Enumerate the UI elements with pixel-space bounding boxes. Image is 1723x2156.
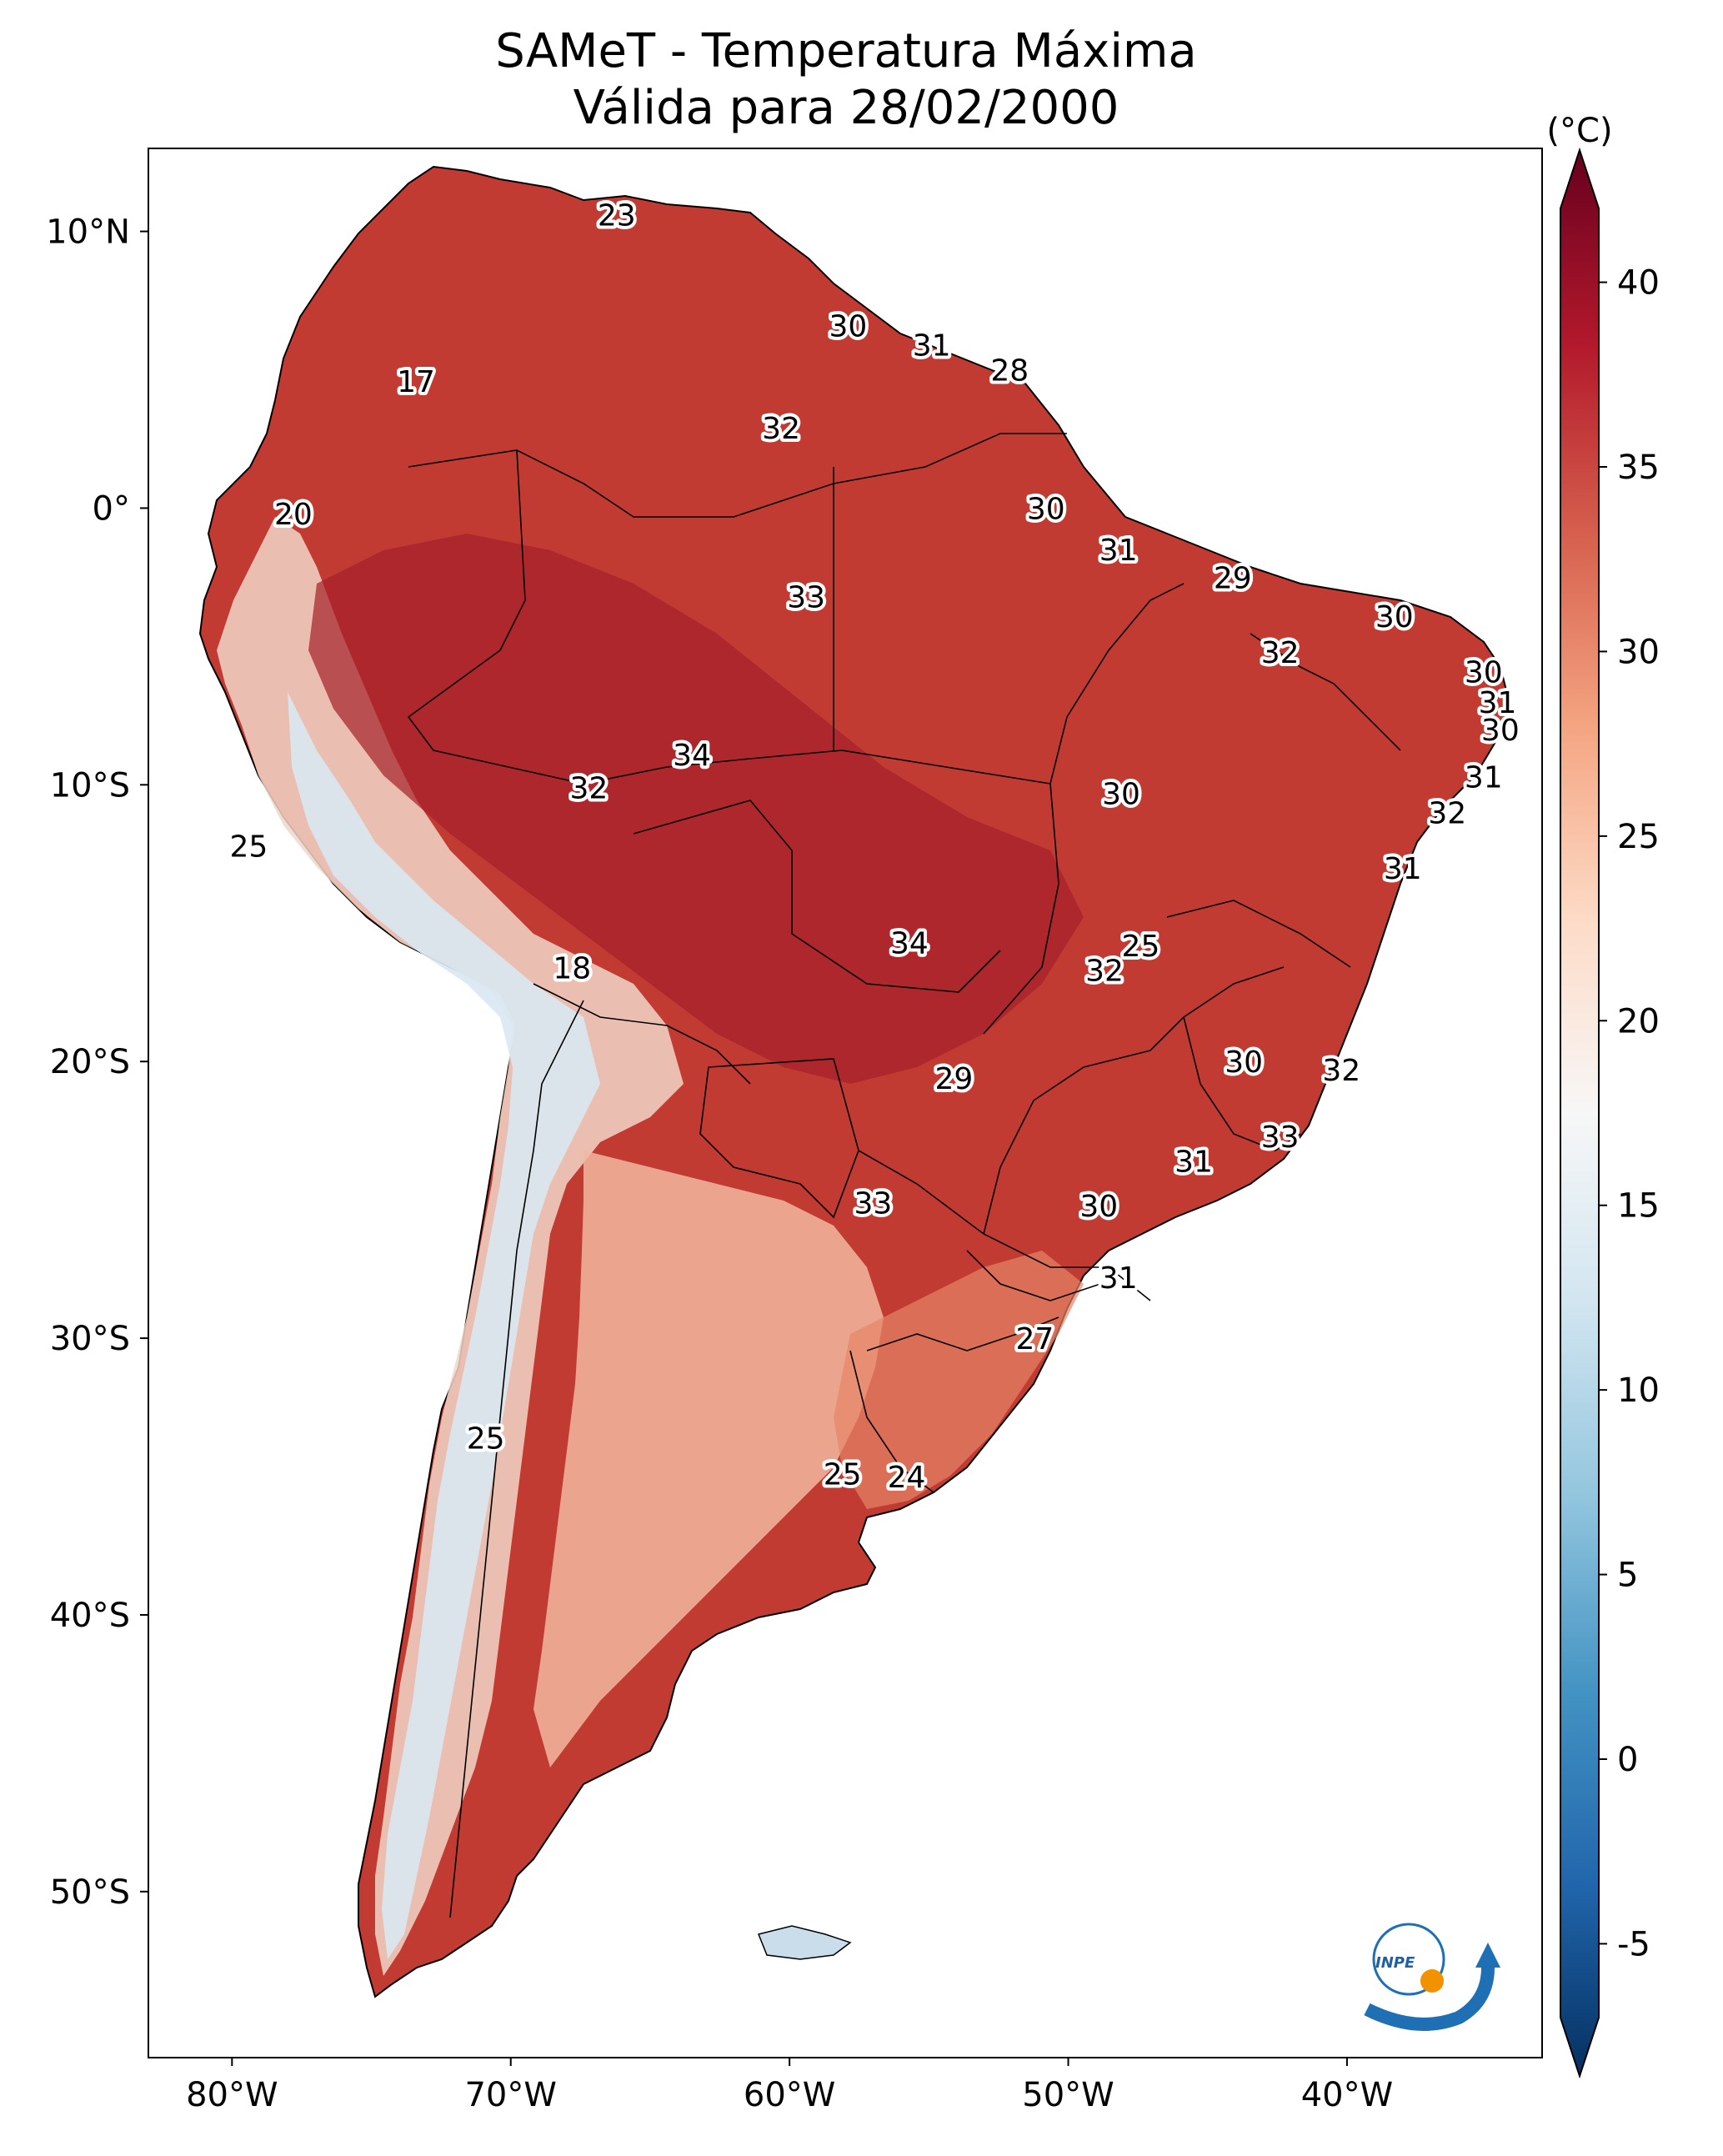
isotherm-label: 30: [1225, 1045, 1263, 1080]
colorbar-tick-label: 25: [1617, 818, 1660, 856]
lon-tick-label: 80°W: [186, 2076, 278, 2114]
isotherm-label: 34: [673, 739, 711, 773]
logo-arrow: [1475, 1943, 1500, 1968]
colorbar-body: [1560, 147, 1600, 2079]
logo-orange-dot: [1420, 1969, 1444, 1993]
isotherm-label: 34: [890, 927, 929, 961]
isotherm-label: 32: [1261, 636, 1300, 670]
isotherm-label: 31: [1099, 1261, 1138, 1296]
isotherm-label: 17: [397, 365, 435, 399]
isotherm-label: 30: [1079, 1190, 1118, 1224]
colorbar-tick-label: 30: [1617, 633, 1660, 671]
isotherm-label: 23: [598, 199, 636, 233]
isotherm-label: 24: [888, 1461, 926, 1495]
logo-ring: [1372, 1923, 1445, 1996]
isotherm-label: 31: [1099, 534, 1138, 568]
isotherm-label: 25: [467, 1422, 505, 1457]
isotherm-label: 31: [1175, 1146, 1213, 1180]
isotherm-label: 31: [913, 329, 951, 364]
colorbar-tick-label: 5: [1617, 1557, 1638, 1595]
isotherm-label: 33: [787, 581, 825, 615]
isotherm-label: 31: [1384, 852, 1422, 886]
isotherm-label: 32: [762, 412, 800, 446]
isotherm-label: 28: [990, 354, 1029, 389]
political-borders: [407, 433, 1401, 1918]
lon-tick-label: 50°W: [1022, 2076, 1114, 2114]
isotherm-label: 32: [1428, 797, 1466, 831]
andes-cold-region: [288, 692, 600, 1959]
lat-tick-label: 0°: [93, 489, 130, 528]
isotherm-label: 31: [1465, 760, 1503, 795]
logo-swoosh: [1364, 1967, 1495, 2031]
colorbar-tick-label: -5: [1617, 1925, 1650, 1963]
isotherm-label: 30: [1481, 714, 1520, 748]
isotherm-label: 25: [1122, 930, 1160, 964]
colorbar-ticks: -5 0 5 10 15 20 25 30 35 40: [1599, 264, 1660, 1963]
logo-text: INPE: [1375, 1954, 1415, 1972]
map-frame: [148, 148, 1543, 2058]
falkland-islands: [757, 1925, 852, 1960]
lat-tick-label: 40°S: [50, 1597, 130, 1635]
patagonia-warm-region: [533, 1151, 884, 1767]
isotherm-label: 33: [854, 1186, 893, 1221]
lat-tick-label: 30°S: [50, 1320, 130, 1358]
isotherm-label: 33: [1261, 1121, 1300, 1155]
colorbar-tick-label: 0: [1617, 1741, 1638, 1779]
lat-tick-label: 50°S: [50, 1873, 130, 1912]
isotherm-label: 30: [1375, 600, 1414, 634]
lon-tick-label: 70°W: [464, 2076, 556, 2114]
lon-tick-label: 60°W: [744, 2076, 835, 2114]
isotherm-label: 30: [1027, 492, 1065, 526]
isotherm-label: 32: [1322, 1054, 1360, 1088]
isotherm-label: 30: [1465, 655, 1503, 689]
andes-cool-region: [217, 517, 684, 1976]
isotherm-label: 25: [229, 830, 268, 864]
colorbar-unit: (°C): [1546, 112, 1612, 150]
colorbar: (°C) -5 0 5 10 15 20 25 30 35 40: [1546, 112, 1660, 2079]
colorbar-tick-label: 15: [1617, 1187, 1660, 1226]
title-line-2: Válida para 28/02/2000: [573, 81, 1119, 135]
isotherm-label: 32: [1085, 955, 1124, 989]
southern-brazil-warm-region: [834, 1251, 1084, 1509]
colorbar-tick-label: 40: [1617, 264, 1660, 303]
colorbar-tick-label: 10: [1617, 1371, 1660, 1410]
isotherm-label: 20: [274, 498, 313, 532]
isotherm-label: 18: [553, 951, 591, 985]
amazon-hot-region: [308, 534, 1084, 1084]
lat-tick-label: 20°S: [50, 1043, 130, 1081]
isotherm-label: 30: [1102, 777, 1140, 811]
lat-tick-label: 10°S: [50, 766, 130, 805]
isotherm-label: 32: [569, 772, 608, 806]
map-axis-ticks: 80°W 70°W 60°W 50°W 40°W 10°N 0° 10°S 20°S 30°S 40…: [46, 213, 1393, 2114]
lon-tick-label: 40°W: [1301, 2076, 1393, 2114]
colorbar-tick-label: 35: [1617, 449, 1660, 487]
lat-tick-label: 10°N: [46, 213, 130, 252]
isotherm-label: 27: [1015, 1322, 1054, 1356]
inpe-logo: INPE: [1364, 1923, 1500, 2031]
isotherm-label: 30: [829, 309, 867, 343]
isotherm-label: 29: [935, 1062, 974, 1096]
isotherm-label: 25: [824, 1458, 862, 1492]
colorbar-tick-label: 20: [1617, 1002, 1660, 1040]
isotherm-label: 31: [1479, 686, 1517, 720]
title-line-1: SAMeT - Temperatura Máxima: [495, 24, 1197, 78]
isotherm-label: 29: [1214, 561, 1252, 595]
